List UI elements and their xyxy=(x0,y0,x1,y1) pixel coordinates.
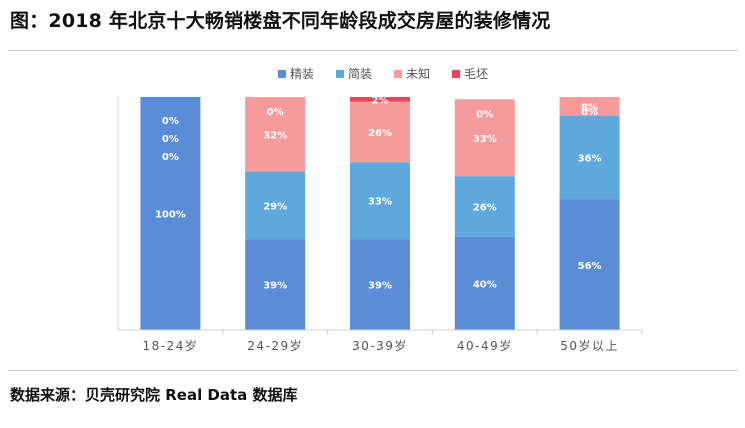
legend-swatch xyxy=(452,70,460,78)
data-label: 0% xyxy=(162,116,179,127)
legend-label: 未知 xyxy=(406,67,430,81)
data-label: 29% xyxy=(263,201,287,212)
data-label: 26% xyxy=(473,203,497,214)
x-tick-label: 24-29岁 xyxy=(247,338,303,353)
bar-segment xyxy=(454,99,515,177)
plot-area: 100% 0% 0% 0% 39% 29% 32% 0% 39% 33% 26% 2% 40% 26% 33… xyxy=(140,95,620,330)
data-label: 0% xyxy=(476,109,493,120)
x-tick-label: 50岁以上 xyxy=(560,338,619,353)
bar-segment xyxy=(245,239,306,330)
bar-segment xyxy=(559,199,620,330)
data-label: 0% xyxy=(162,152,179,163)
data-label: 100% xyxy=(155,210,186,221)
bar-segment xyxy=(245,171,306,240)
x-tick-label: 18-24岁 xyxy=(142,338,198,353)
legend-label: 精装 xyxy=(290,67,314,81)
legend-swatch xyxy=(394,70,402,78)
bar-segment xyxy=(350,162,410,240)
bar-segment xyxy=(559,115,620,200)
bar-segment xyxy=(454,176,515,237)
bar-segment xyxy=(140,97,201,330)
data-source: 数据来源：贝壳研究院 Real Data 数据库 xyxy=(10,386,298,404)
legend-label: 简装 xyxy=(348,67,372,81)
data-label: 0% xyxy=(581,107,598,118)
data-label: 33% xyxy=(368,197,392,208)
bar-segment xyxy=(245,97,306,172)
data-label: 0% xyxy=(267,107,284,118)
legend-swatch xyxy=(278,70,286,78)
data-label: 39% xyxy=(368,281,392,292)
x-axis: 18-24岁 24-29岁 30-39岁 40-49岁 50岁以上 xyxy=(117,97,643,353)
bar-segment xyxy=(350,97,410,102)
bar-segment xyxy=(350,239,410,330)
data-label: 36% xyxy=(578,154,602,165)
bar-segment xyxy=(559,97,620,116)
data-label: 32% xyxy=(263,130,287,141)
legend-swatch xyxy=(336,70,344,78)
chart-legend: 精装 简装 未知 毛坯 xyxy=(278,67,488,81)
data-label: 40% xyxy=(473,279,497,290)
page-title: 图：2018 年北京十大畅销楼盘不同年龄段成交房屋的装修情况 xyxy=(10,10,551,32)
data-label: 0% xyxy=(162,134,179,145)
top-divider xyxy=(8,50,738,51)
bar-segment xyxy=(454,236,515,330)
bottom-divider xyxy=(8,370,738,371)
data-label: 56% xyxy=(578,261,602,272)
x-tick-label: 30-39岁 xyxy=(352,338,408,353)
data-label: 39% xyxy=(263,281,287,292)
data-label: 33% xyxy=(473,134,497,145)
legend-label: 毛坯 xyxy=(464,67,488,81)
x-tick-label: 40-49岁 xyxy=(457,338,513,353)
data-label: 26% xyxy=(368,128,392,139)
data-label: 2% xyxy=(372,95,389,106)
data-label: 8% xyxy=(581,102,598,113)
bar-segment xyxy=(350,101,410,163)
